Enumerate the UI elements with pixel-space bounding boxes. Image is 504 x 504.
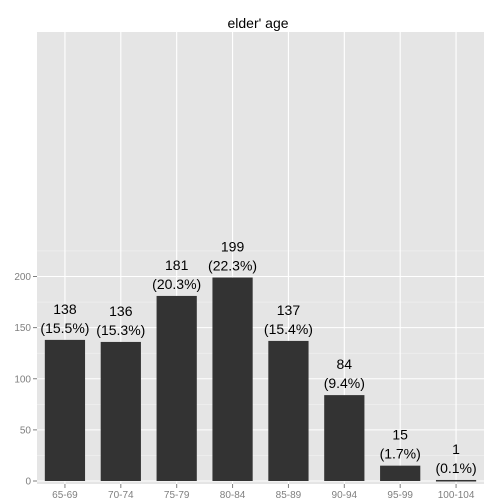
percent-label: (20.3%) xyxy=(152,276,201,292)
percent-label: (15.3%) xyxy=(96,322,145,338)
percent-label: (22.3%) xyxy=(208,258,257,274)
y-tick-label: 150 xyxy=(14,323,31,334)
percent-label: (15.5%) xyxy=(40,320,89,336)
value-label: 181 xyxy=(165,257,189,273)
y-tick-label: 200 xyxy=(14,272,31,283)
data-labels: 138 (15.5%) 136 (15.3%) 181 (20.3%) 199 (22.3%)… xyxy=(40,239,476,476)
x-tick-label: 75-79 xyxy=(164,490,190,501)
bar xyxy=(324,395,365,481)
value-label: 1 xyxy=(452,441,460,457)
x-tick-label: 65-69 xyxy=(52,490,78,501)
bar xyxy=(435,479,477,482)
value-label: 136 xyxy=(109,303,133,319)
x-tick-label: 80-84 xyxy=(220,490,246,501)
percent-label: (0.1%) xyxy=(435,460,476,476)
x-tick-label: 90-94 xyxy=(332,490,358,501)
value-label: 199 xyxy=(221,239,245,255)
chart-title: elder' age xyxy=(227,15,288,31)
y-axis: 0 50 100 150 200 xyxy=(14,272,37,488)
value-label: 15 xyxy=(392,427,408,443)
x-axis: 65-69 70-74 75-79 80-84 85-89 90-94 95-99 100-1… xyxy=(52,484,475,501)
value-label: 84 xyxy=(337,356,353,372)
percent-label: (9.4%) xyxy=(324,375,365,391)
percent-label: (15.4%) xyxy=(264,321,313,337)
y-tick-label: 0 xyxy=(25,477,31,488)
x-tick-label: 70-74 xyxy=(108,490,134,501)
x-tick-label: 100-104 xyxy=(438,490,475,501)
x-tick-label: 85-89 xyxy=(276,490,302,501)
y-tick-label: 100 xyxy=(14,374,31,385)
bars xyxy=(44,277,477,482)
value-label: 137 xyxy=(277,302,301,318)
value-label: 138 xyxy=(53,301,77,317)
bar xyxy=(44,339,86,481)
y-tick-label: 50 xyxy=(20,425,32,436)
bar xyxy=(212,277,253,481)
bar xyxy=(100,341,141,481)
percent-label: (1.7%) xyxy=(380,446,421,462)
bar xyxy=(268,340,309,481)
bar xyxy=(156,295,197,481)
bar xyxy=(380,465,421,481)
x-tick-label: 95-99 xyxy=(387,490,413,501)
